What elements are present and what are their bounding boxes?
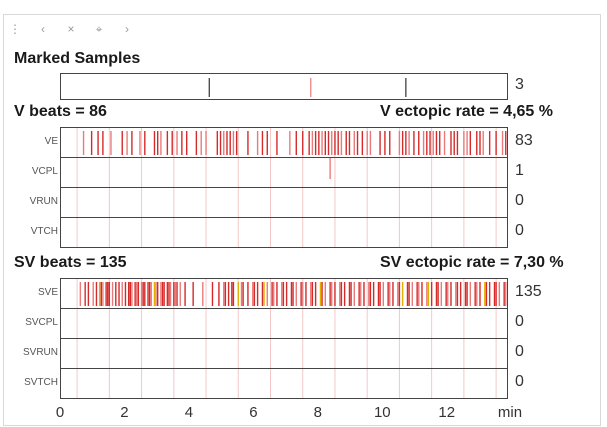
axis-tick-label: 8: [313, 404, 322, 421]
event-strip-sve[interactable]: [60, 278, 508, 309]
row-count-vrun: 0: [515, 192, 524, 209]
marked-samples-count: 3: [515, 76, 524, 93]
row-count-svrun: 0: [515, 343, 524, 360]
row-count-ve: 83: [515, 132, 533, 149]
axis-tick-label: 2: [120, 404, 129, 421]
row-count-svtch: 0: [515, 373, 524, 390]
axis-tick-label: 12: [438, 404, 456, 421]
row-label-vtch: VTCH: [30, 226, 58, 237]
event-strip-ve[interactable]: [60, 127, 508, 158]
row-label-svrun: SVRUN: [22, 347, 58, 358]
row-count-sve: 135: [515, 283, 542, 300]
marked-samples-title: Marked Samples: [14, 50, 141, 67]
back-icon[interactable]: ‹: [41, 22, 45, 36]
row-label-sve: SVE: [37, 287, 58, 298]
toolbar: ⋮ ‹ × ⌖ ›: [8, 18, 134, 40]
axis-tick-label: 0: [55, 404, 65, 421]
forward-icon[interactable]: ›: [125, 22, 129, 36]
row-count-vtch: 0: [515, 222, 524, 239]
event-strip-vtch[interactable]: [60, 217, 508, 248]
axis-tick-label: 4: [184, 404, 194, 421]
v-beats-label: V beats = 86: [14, 103, 107, 120]
sv-ectopic-rate: SV ectopic rate = 7,30 %: [380, 254, 564, 271]
row-label-vrun: VRUN: [29, 196, 58, 207]
event-strip-vcpl[interactable]: [60, 157, 508, 188]
pin-icon[interactable]: ⌖: [95, 21, 103, 36]
grip-icon: ⋮: [9, 22, 21, 36]
event-strip-svrun[interactable]: [60, 338, 508, 369]
event-strip-svtch[interactable]: [60, 368, 508, 399]
event-strip-svcpl[interactable]: [60, 308, 508, 339]
axis-tick-label: 10: [373, 404, 391, 421]
row-label-svcpl: SVCPL: [25, 317, 58, 328]
row-count-svcpl: 0: [515, 313, 524, 330]
close-icon[interactable]: ×: [67, 22, 75, 36]
row-label-svtch: SVTCH: [24, 377, 58, 388]
v-ectopic-rate: V ectopic rate = 4,65 %: [380, 103, 553, 120]
marked-samples-strip[interactable]: [60, 73, 508, 100]
sv-beats-label: SV beats = 135: [14, 254, 127, 271]
row-label-vcpl: VCPL: [31, 166, 58, 177]
axis-tick-label: 6: [249, 404, 258, 421]
event-strip-vrun[interactable]: [60, 187, 508, 218]
row-count-vcpl: 1: [515, 162, 524, 179]
axis-unit: min: [497, 404, 523, 421]
row-label-ve: VE: [44, 136, 58, 147]
